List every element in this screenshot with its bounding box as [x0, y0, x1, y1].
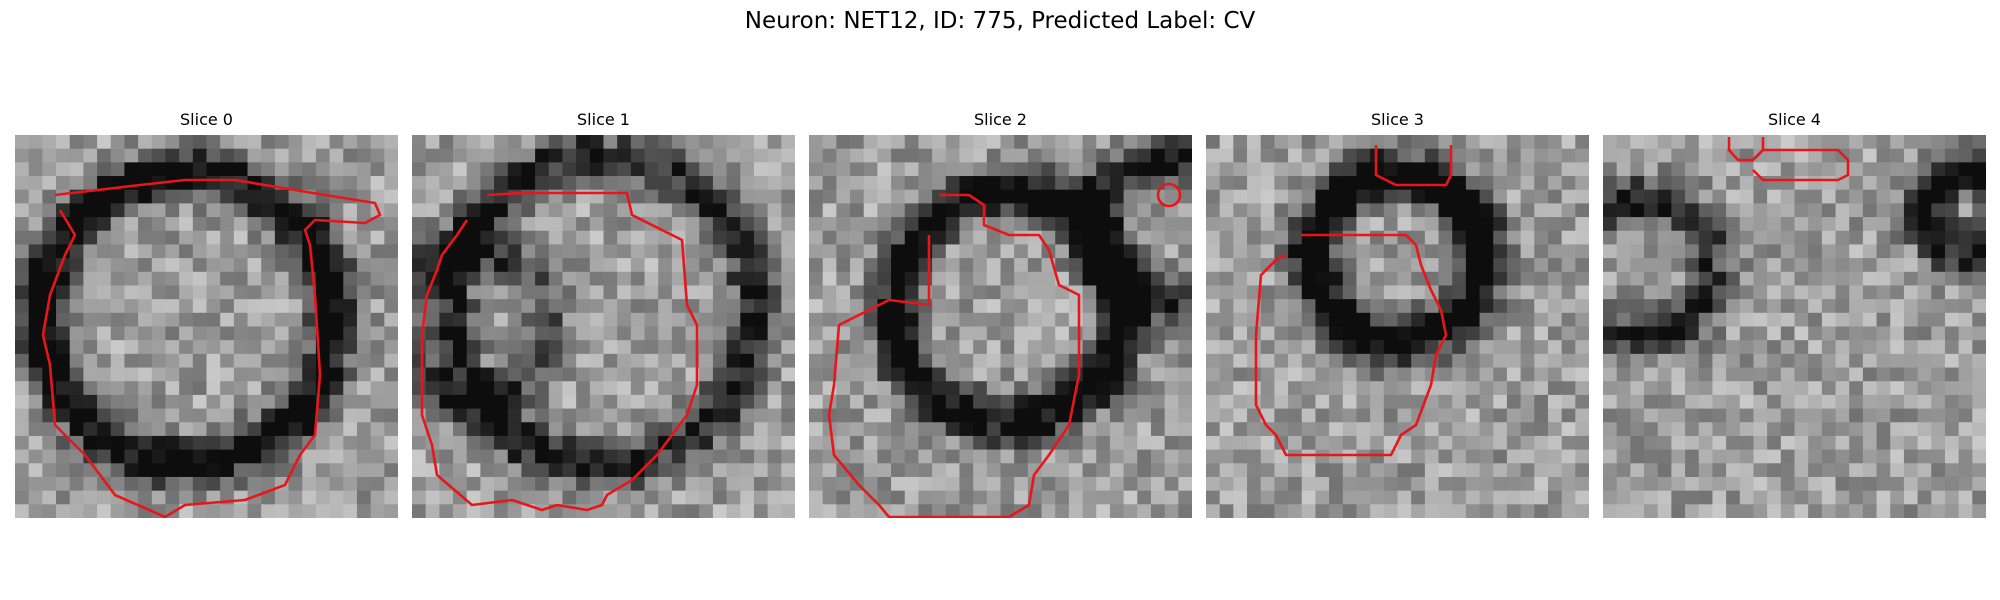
- roi-contour: [41, 178, 382, 518]
- grayscale-pixels: [412, 135, 795, 518]
- slice-panel-3: Slice 3: [1206, 108, 1589, 518]
- slice-image-1: [412, 135, 795, 518]
- slice-image-4: [1603, 135, 1986, 518]
- slice-panel-0: Slice 0: [15, 108, 398, 518]
- roi-contour: [1727, 137, 1850, 182]
- roi-contour: [420, 191, 699, 512]
- grayscale-pixels: [1603, 135, 1986, 518]
- slice-title-1: Slice 1: [577, 110, 630, 129]
- slice-title-4: Slice 4: [1768, 110, 1821, 129]
- roi-contour: [827, 182, 1182, 518]
- grayscale-pixels: [15, 135, 398, 518]
- slice-title-3: Slice 3: [1371, 110, 1424, 129]
- slice-title-0: Slice 0: [180, 110, 233, 129]
- grayscale-pixels: [809, 135, 1192, 518]
- slice-panel-1: Slice 1: [412, 108, 795, 518]
- grayscale-pixels: [1206, 135, 1589, 518]
- slice-panel-2: Slice 2: [809, 108, 1192, 518]
- slice-panel-4: Slice 4: [1603, 108, 1986, 518]
- slice-title-2: Slice 2: [974, 110, 1027, 129]
- slice-image-2: [809, 135, 1192, 518]
- slice-image-3: [1206, 135, 1589, 518]
- roi-contour: [1254, 145, 1453, 457]
- slice-image-0: [15, 135, 398, 518]
- figure-title: Neuron: NET12, ID: 775, Predicted Label:…: [744, 8, 1256, 34]
